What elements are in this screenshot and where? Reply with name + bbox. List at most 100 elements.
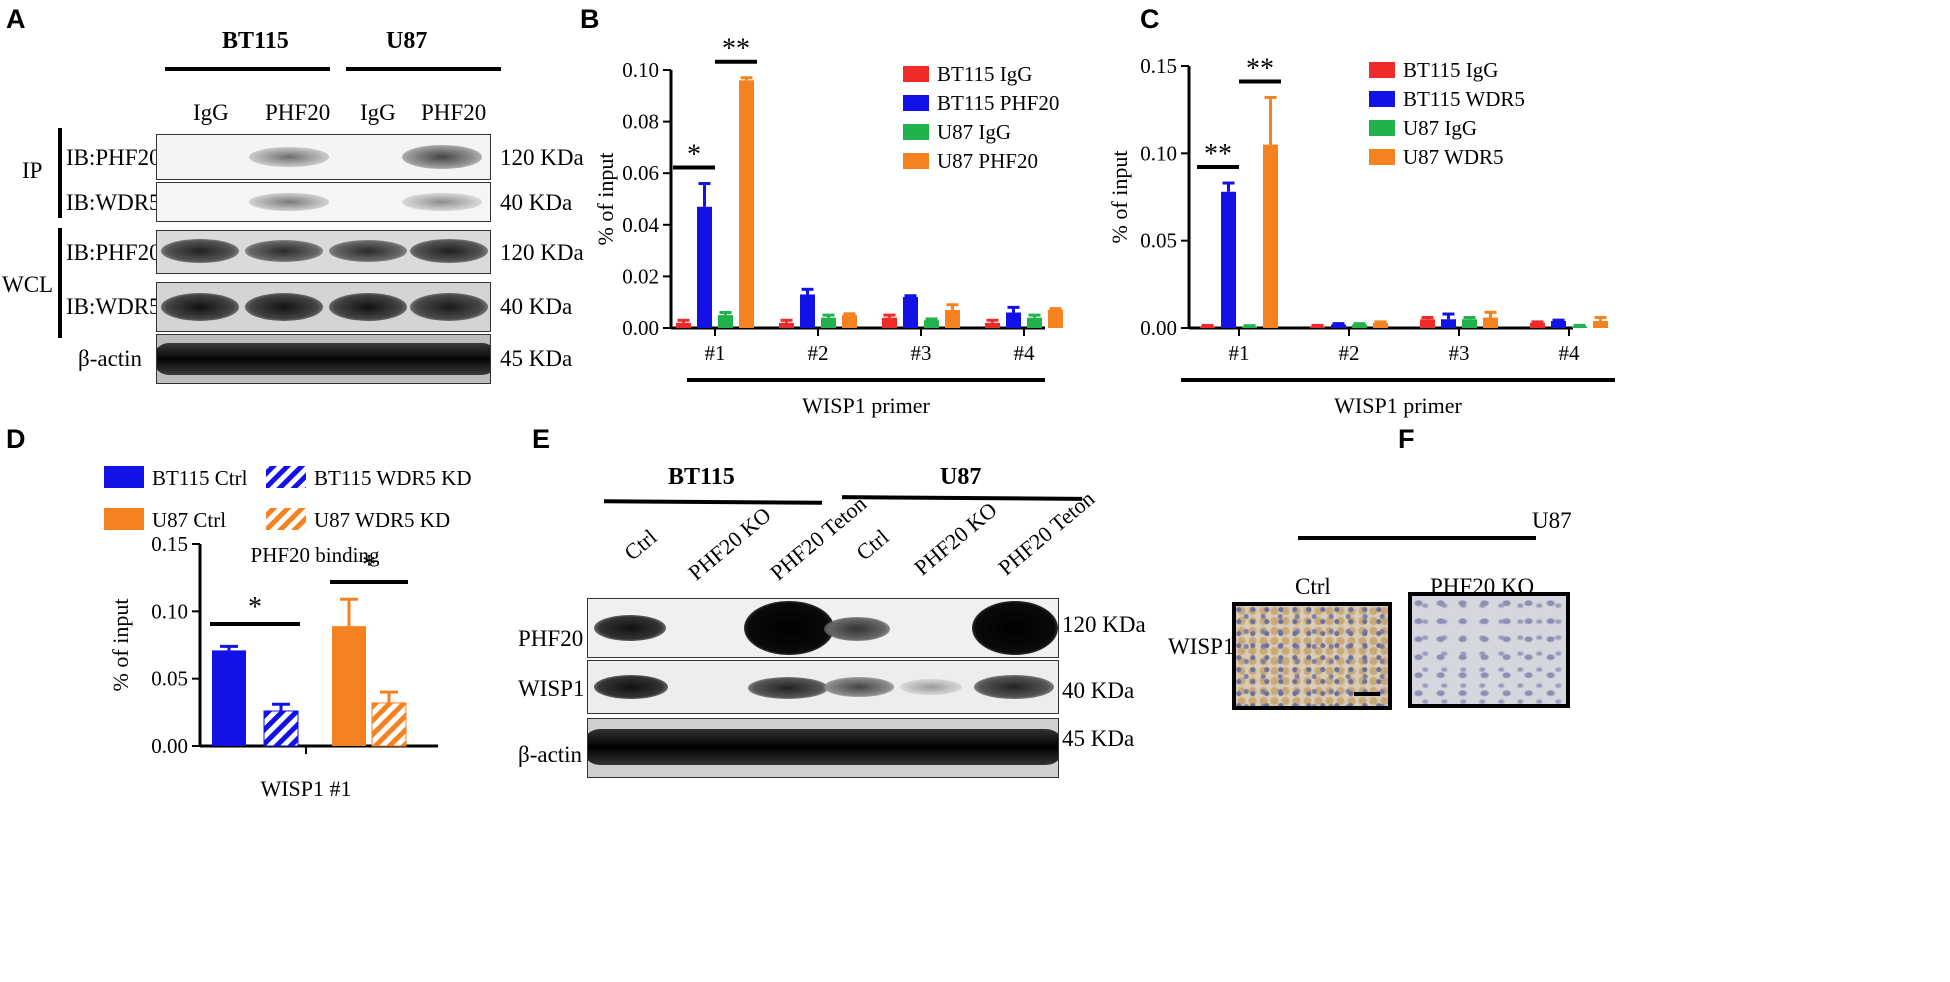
y-tick-label: 0.00 — [1140, 316, 1177, 340]
bar — [1221, 191, 1236, 328]
bar — [985, 322, 1000, 328]
blot-e-beta-actin — [587, 718, 1059, 778]
y-axis-label: % of input — [1107, 151, 1132, 244]
ip-bracket — [58, 128, 62, 218]
bar — [821, 317, 836, 328]
legend-swatch — [104, 466, 144, 488]
bar — [1331, 324, 1346, 328]
panel-letter-d: D — [6, 424, 26, 454]
group-label-bt115: BT115 — [668, 464, 735, 490]
legend-label: U87 WDR5 KD — [314, 508, 450, 532]
blot-row-label: IB:PHF20 — [66, 145, 161, 170]
x-tick-label: #4 — [1014, 341, 1036, 365]
group-bar-bt115 — [165, 67, 330, 71]
bar — [1200, 326, 1215, 328]
wcl-label: WCL — [2, 272, 54, 297]
legend-swatch — [1369, 91, 1395, 107]
blot-beta-actin — [156, 334, 491, 384]
group-label-bt115: BT115 — [222, 28, 289, 54]
bar — [842, 315, 857, 328]
bar — [800, 294, 815, 328]
bar — [924, 320, 939, 328]
group-label-u87: U87 — [386, 28, 428, 54]
legend-swatch — [1369, 62, 1395, 78]
bar — [718, 315, 733, 328]
x-tick-label: #3 — [1449, 341, 1470, 365]
bar — [1352, 324, 1367, 328]
blot-row-label: IB:WDR5 — [66, 190, 161, 215]
legend-swatch — [903, 66, 929, 82]
y-tick-label: 0.15 — [151, 532, 188, 556]
blot-size-label: 120 KDa — [500, 145, 584, 170]
significance-label: ** — [1204, 139, 1232, 170]
y-tick-label: 0.10 — [151, 599, 188, 623]
lane-label: PHF20 — [265, 100, 331, 125]
panel-letter-b: B — [580, 4, 600, 34]
significance-label: * — [248, 592, 262, 623]
blot-size-label: 45 KDa — [500, 346, 573, 371]
blot-row-label: IB:PHF20 — [66, 240, 161, 265]
lane-label: PHF20 Teton — [765, 490, 872, 586]
group-label-u87: U87 — [940, 464, 982, 490]
blot-size-label: 40 KDa — [500, 190, 573, 215]
blot-size-label: 120 KDa — [1062, 612, 1146, 637]
x-tick-label: #2 — [1339, 341, 1360, 365]
blot-e-phf20 — [587, 598, 1059, 658]
group-bar-u87 — [841, 495, 1083, 501]
bar — [697, 206, 712, 328]
bar — [1048, 309, 1063, 328]
legend-label: BT115 Ctrl — [152, 466, 248, 490]
group-bar-bt115 — [603, 499, 823, 505]
wcl-bracket — [58, 228, 62, 338]
y-tick-label: 0.05 — [151, 667, 188, 691]
legend-swatch — [903, 124, 929, 140]
legend-swatch — [104, 508, 144, 530]
lane-label: PHF20 KO — [683, 502, 776, 586]
blot-size-label: 45 KDa — [1062, 726, 1135, 751]
legend-swatch — [903, 95, 929, 111]
chart-title: PHF20 binding — [251, 543, 380, 567]
blot-row-label: β-actin — [518, 742, 583, 767]
blot-row-label: β-actin — [78, 346, 143, 371]
legend-label: U87 IgG — [937, 120, 1011, 144]
y-tick-label: 0.05 — [1140, 229, 1177, 253]
lane-label: IgG — [193, 100, 229, 125]
legend-label: U87 PHF20 — [937, 149, 1038, 173]
bar — [1027, 317, 1042, 328]
significance-label: * — [687, 140, 701, 171]
scale-bar — [1354, 692, 1380, 696]
y-tick-label: 0.02 — [622, 264, 659, 288]
x-tick-label: #1 — [1229, 341, 1250, 365]
col-label-ctrl: Ctrl — [1295, 574, 1331, 599]
blot-row-label: PHF20 — [518, 626, 584, 651]
chart-b: 0.00 0.02 0.04 0.06 0.08 0.10 % of input #1 #2 #3… — [593, 34, 1063, 418]
blot-size-label: 40 KDa — [500, 294, 573, 319]
lane-label: Ctrl — [619, 524, 662, 566]
bar — [371, 702, 407, 747]
significance-label: ** — [722, 34, 750, 65]
blot-wcl-wdr5 — [156, 282, 491, 332]
bar — [1551, 321, 1566, 328]
x-tick-label: #1 — [705, 341, 726, 365]
group-bar-u87 — [1298, 536, 1536, 540]
blot-e-wisp1 — [587, 660, 1059, 714]
y-tick-label: 0.04 — [622, 213, 659, 237]
x-axis-label: WISP1 #1 — [260, 776, 351, 801]
legend-swatch — [266, 466, 306, 488]
legend-label: U87 IgG — [1403, 116, 1477, 140]
ip-label: IP — [22, 158, 43, 183]
ihc-image-ctrl — [1232, 602, 1392, 710]
significance-label: ** — [1246, 53, 1274, 84]
y-tick-label: 0.10 — [622, 58, 659, 82]
panel-letter-a: A — [6, 4, 26, 34]
ihc-image-phf20-ko — [1408, 592, 1570, 708]
lane-label: PHF20 KO — [909, 497, 1002, 581]
y-axis-label: % of input — [593, 153, 618, 246]
y-tick-label: 0.06 — [622, 161, 659, 185]
blot-size-label: 40 KDa — [1062, 678, 1135, 703]
y-tick-label: 0.00 — [622, 316, 659, 340]
bar — [263, 710, 299, 747]
group-bar-u87 — [346, 67, 501, 71]
bar — [1420, 319, 1435, 328]
blot-size-label: 120 KDa — [500, 240, 584, 265]
